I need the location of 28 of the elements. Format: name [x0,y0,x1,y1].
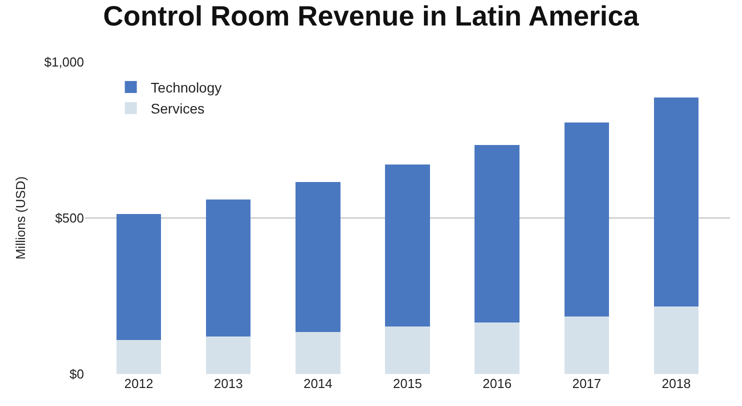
bar [474,144,520,323]
bar [654,306,699,374]
legend-label: Technology [150,79,222,96]
x-tick-label: 2017 [572,376,602,391]
x-tick-label: 2016 [482,376,512,391]
bar [385,164,430,327]
bar [296,332,340,374]
y-tick-label: $500 [55,210,84,226]
bar [474,322,520,374]
chart-title: Control Room Revenue in Latin America [103,0,640,32]
y-axis-title: Millions (USD) [13,176,28,260]
bar [296,182,340,332]
bar [116,340,162,374]
bar [206,200,251,336]
x-tick-label: 2012 [124,376,154,391]
x-tick-label: 2014 [303,376,332,391]
x-tick-label: 2015 [393,376,422,391]
y-tick-label: $1,000 [44,54,84,70]
bar [564,316,610,374]
bar [654,97,699,306]
bar [385,326,430,374]
x-tick-label: 2013 [214,376,243,391]
y-tick-label: $0 [70,366,84,382]
bar [206,336,251,374]
bar [564,122,610,316]
bar [116,214,162,340]
legend-label: Services [150,100,204,117]
x-tick-label: 2018 [662,376,691,391]
